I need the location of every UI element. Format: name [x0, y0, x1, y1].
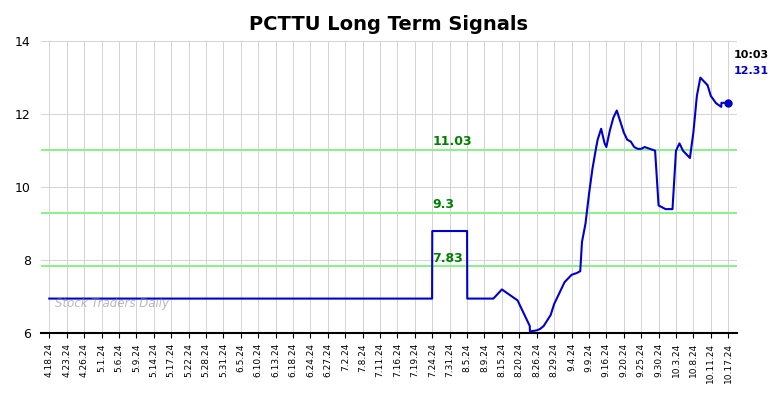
Text: 7.83: 7.83	[432, 252, 463, 265]
Text: 12.31: 12.31	[733, 66, 768, 76]
Text: Stock Traders Daily: Stock Traders Daily	[55, 297, 169, 310]
Title: PCTTU Long Term Signals: PCTTU Long Term Signals	[249, 15, 528, 34]
Text: 10:03: 10:03	[733, 49, 768, 60]
Text: 9.3: 9.3	[432, 198, 454, 211]
Text: 11.03: 11.03	[432, 135, 472, 148]
